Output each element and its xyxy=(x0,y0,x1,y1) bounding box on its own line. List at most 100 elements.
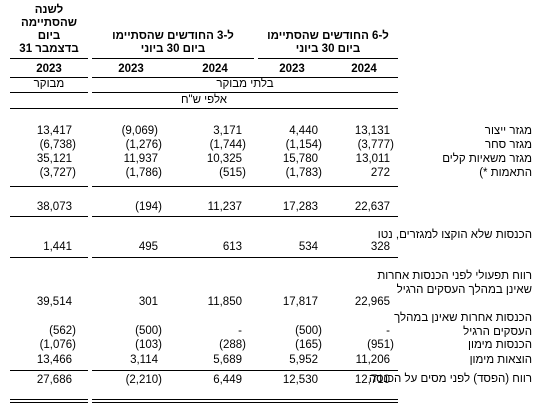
row-label-adjustments: התאמות *) xyxy=(479,167,532,179)
six-months-header-line1: ל-6 החודשים שהסתיימו xyxy=(267,30,389,42)
cell: 10,325 xyxy=(206,153,242,165)
cell: 13,011 xyxy=(355,153,390,165)
unaudited-label: בלתי מבוקר xyxy=(216,78,274,90)
cell: 13,466 xyxy=(36,354,72,366)
cell: 328 xyxy=(370,241,390,253)
cell: 3,114 xyxy=(130,354,158,366)
year-col5: 2024 xyxy=(351,63,377,75)
cell: 272 xyxy=(370,167,390,179)
annual-header-line4: 31 בדצמבר xyxy=(19,43,79,55)
cell: 22,637 xyxy=(354,201,390,213)
row-label-light-vehicles: מגזר משאיות קלים xyxy=(442,153,532,165)
unit-rule xyxy=(10,108,398,109)
cell: (9,069) xyxy=(121,125,158,137)
cell: (194) xyxy=(135,201,162,213)
cell: 12,530 xyxy=(282,374,318,386)
cell: (500) xyxy=(295,325,322,337)
three-months-header-line2: ביום 30 ביוני xyxy=(140,43,206,55)
header-rule xyxy=(258,58,398,59)
cell: (1,744) xyxy=(209,139,246,151)
cell: (1,786) xyxy=(125,167,162,179)
six-months-header-line2: ביום 30 ביוני xyxy=(295,43,361,55)
cell: 13,131 xyxy=(354,125,390,137)
cell: 6,449 xyxy=(213,374,242,386)
pretax-rule xyxy=(92,370,398,371)
year-col1: 2023 xyxy=(36,63,62,75)
header-rule xyxy=(10,58,88,59)
annual-header-line2: שהסתיימה xyxy=(20,17,78,29)
cell: 495 xyxy=(138,241,158,253)
cell: (2,210) xyxy=(125,374,162,386)
row-label-finance-income: הכנסות מימון xyxy=(467,339,532,351)
cell: - xyxy=(386,325,390,337)
status-rule xyxy=(92,92,398,93)
cell: (500) xyxy=(135,325,162,337)
cell: 17,817 xyxy=(282,296,318,308)
cell: 13,417 xyxy=(36,125,72,137)
total-double-rule xyxy=(92,399,398,403)
subtotal-rule xyxy=(10,186,88,187)
row-label-operating: רווח תפעולי לפני הכנסות אחרות שאינן במהל… xyxy=(377,270,532,296)
cell: 11,206 xyxy=(355,354,390,366)
cell: 39,514 xyxy=(36,296,72,308)
cell: (1,783) xyxy=(285,167,322,179)
pretax-rule xyxy=(10,370,88,371)
cell: 17,283 xyxy=(282,201,318,213)
cell: 534 xyxy=(298,241,318,253)
cell: (562) xyxy=(49,325,76,337)
subtotal-rule xyxy=(92,186,398,187)
three-months-header-line1: ל-3 החודשים שהסתיימו xyxy=(112,30,234,42)
subtotal-bottom-rule xyxy=(92,216,398,217)
cell: 613 xyxy=(222,241,242,253)
cell: (103) xyxy=(135,339,162,351)
unit-label: אלפי ש"ח xyxy=(180,94,228,106)
year-col4: 2023 xyxy=(279,63,305,75)
cell: 11,937 xyxy=(123,153,158,165)
row-label-unallocated: הכנסות שלא הוקצו למגזרים, נטו xyxy=(377,229,532,241)
year-rule xyxy=(10,77,88,78)
row-label-trade: מגזר סחר xyxy=(485,139,532,151)
cell: 301 xyxy=(138,296,158,308)
cell: 38,073 xyxy=(36,201,72,213)
cell: 3,171 xyxy=(213,125,242,137)
cell: 4,440 xyxy=(289,125,318,137)
cell: 1,441 xyxy=(43,241,72,253)
cell: 11,850 xyxy=(207,296,242,308)
year-col3: 2024 xyxy=(202,63,228,75)
unallocated-rule xyxy=(10,257,88,258)
cell: 27,686 xyxy=(36,374,72,386)
cell: (3,727) xyxy=(39,167,76,179)
cell: (288) xyxy=(219,339,246,351)
status-rule xyxy=(10,92,88,93)
cell: 35,121 xyxy=(36,153,72,165)
unallocated-rule xyxy=(92,257,398,258)
row-label-production: מגזר ייצור xyxy=(484,125,532,137)
cell: (951) xyxy=(367,339,394,351)
total-double-rule xyxy=(10,399,88,403)
cell: - xyxy=(238,325,242,337)
cell: 11,237 xyxy=(207,201,242,213)
cell: (1,154) xyxy=(285,139,322,151)
row-label-finance-expenses: הוצאות מימון xyxy=(469,354,532,366)
cell: (1,076) xyxy=(39,339,76,351)
cell: (1,276) xyxy=(125,139,162,151)
cell: 22,965 xyxy=(354,296,390,308)
annual-header-line1: לשנה xyxy=(34,4,64,16)
subtotal-bottom-rule xyxy=(10,216,88,217)
cell: 5,689 xyxy=(213,354,242,366)
cell: (165) xyxy=(295,339,322,351)
annual-header-line3: ביום xyxy=(37,30,61,42)
row-label-other-income: הכנסות אחרות שאינן במהלך העסקים הרגיל xyxy=(394,312,532,338)
audited-label: מבוקר xyxy=(33,78,65,90)
cell: (515) xyxy=(219,167,246,179)
cell: 5,952 xyxy=(289,354,318,366)
cell: (3,777) xyxy=(357,139,394,151)
cell: 12,710 xyxy=(354,374,390,386)
cell: (6,738) xyxy=(39,139,76,151)
year-rule xyxy=(92,77,398,78)
row-label-pretax: רווח (הפסד) לפני מסים על הכנסה xyxy=(368,373,532,385)
year-col2: 2023 xyxy=(118,63,144,75)
cell: 15,780 xyxy=(282,153,318,165)
header-rule xyxy=(92,58,254,59)
